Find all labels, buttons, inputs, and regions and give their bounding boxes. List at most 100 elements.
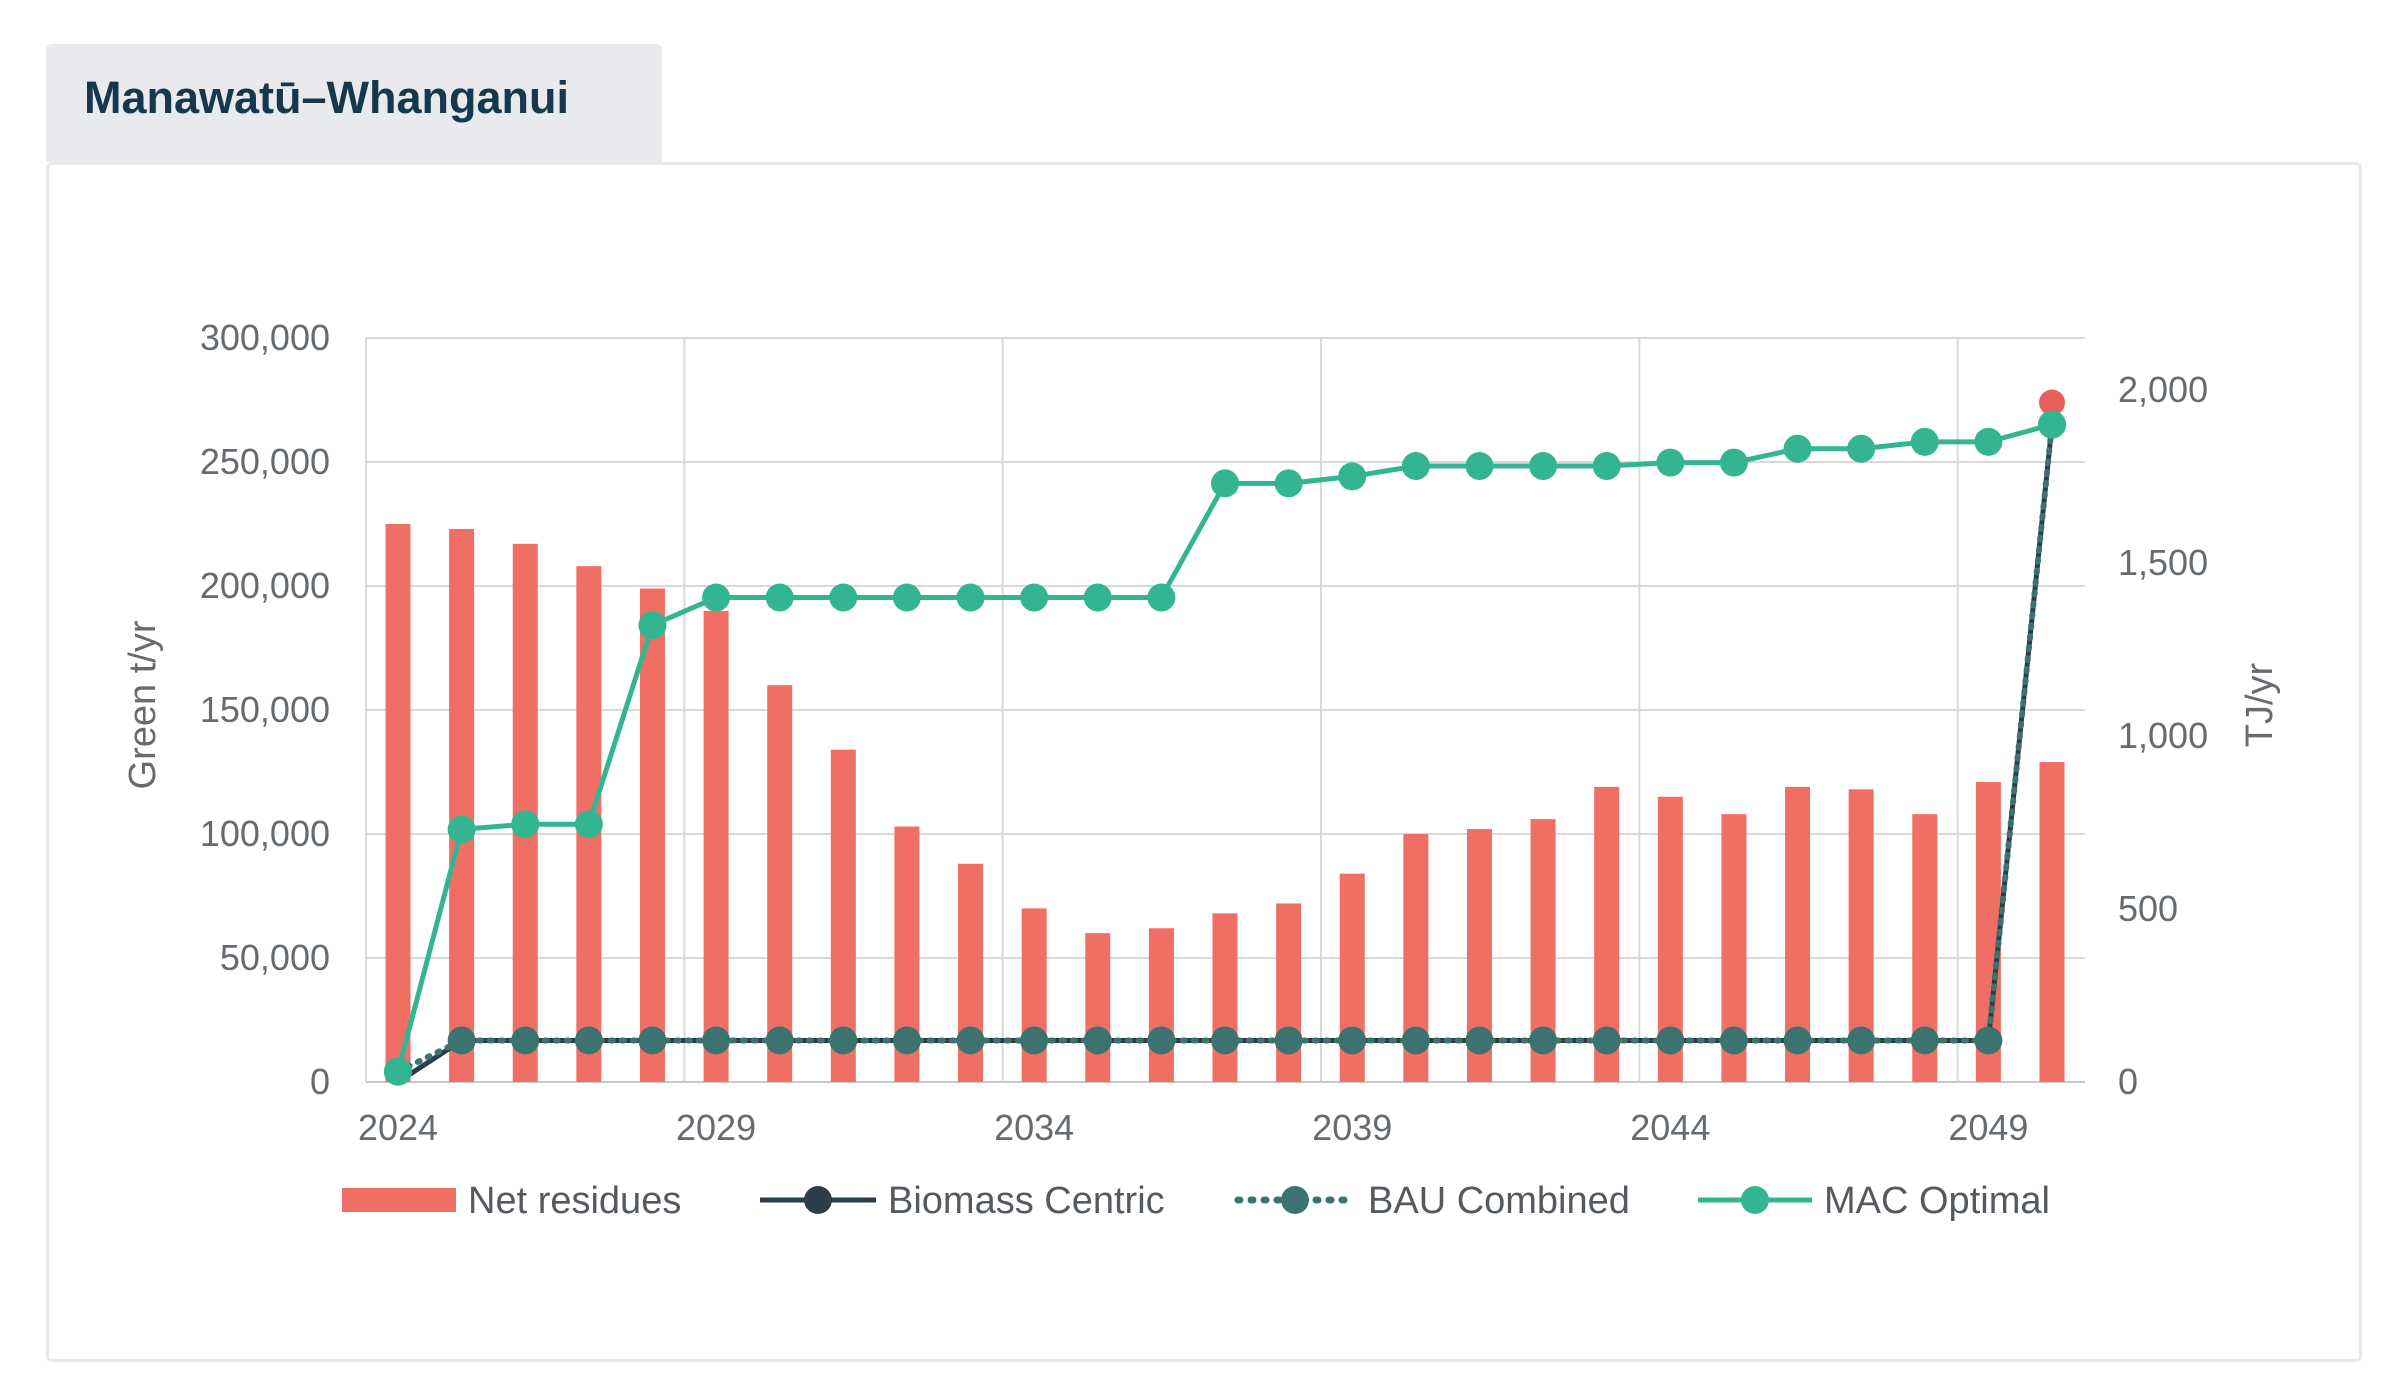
bau-combined-point	[829, 1026, 858, 1055]
bau-combined-point	[1974, 1026, 2003, 1055]
region-tab[interactable]: Manawatū–Whanganui	[46, 44, 662, 162]
legend-label-mac-optimal: MAC Optimal	[1824, 1180, 2050, 1222]
mac-optimal-point	[384, 1057, 412, 1086]
y-tick-left: 250,000	[200, 441, 330, 482]
bau-combined-point	[447, 1026, 476, 1055]
bar-net-residues	[1212, 913, 1238, 1082]
y-tick-left: 200,000	[200, 565, 330, 606]
mac-optimal-point	[574, 810, 603, 839]
bau-combined-point	[1338, 1026, 1367, 1055]
mac-optimal-point	[1211, 469, 1239, 498]
bau-combined-point	[511, 1026, 540, 1055]
bar-net-residues	[1085, 933, 1111, 1082]
mac-optimal-point	[2038, 410, 2066, 439]
mac-optimal-point	[829, 583, 858, 612]
bau-combined-point	[1783, 1026, 1812, 1055]
mac-optimal-point	[1338, 462, 1367, 491]
chart-panel	[46, 162, 2362, 1362]
y-tick-right: 2,000	[2118, 369, 2208, 410]
bau-combined-point	[1274, 1026, 1303, 1055]
region-title: Manawatū–Whanganui	[84, 72, 570, 123]
mac-optimal-point	[511, 810, 540, 839]
bau-combined-point	[892, 1026, 921, 1055]
y-tick-left: 150,000	[200, 689, 330, 730]
mac-optimal-point	[447, 815, 476, 844]
mac-optimal-point	[1274, 469, 1303, 498]
mac-optimal-point	[1020, 583, 1049, 612]
bar-net-residues	[2039, 762, 2065, 1082]
legend-swatch-net-residues	[342, 1188, 456, 1212]
y-axis-right-label: TJ/yr	[2239, 662, 2281, 747]
axis-ticks: 0 50,000 100,000 150,000 200,000 250,000 300,0…	[200, 317, 2208, 1148]
x-tick-label: 2044	[1630, 1107, 1710, 1148]
bau-combined-point	[1719, 1026, 1748, 1055]
bau-combined-point	[1529, 1026, 1558, 1055]
bar-net-residues	[639, 588, 665, 1082]
legend-marker-mac-optimal	[1741, 1186, 1769, 1214]
bau-combined-point	[1910, 1026, 1939, 1055]
bau-combined-point	[1083, 1026, 1112, 1055]
bau-combined-point	[1656, 1026, 1685, 1055]
bau-combined-point	[956, 1026, 985, 1055]
y-tick-left: 100,000	[200, 813, 330, 854]
mac-optimal-point	[638, 611, 667, 640]
bar-net-residues	[1276, 903, 1302, 1082]
y-tick-right: 0	[2118, 1061, 2138, 1102]
legend-label-net-residues: Net residues	[468, 1180, 681, 1222]
bau-combined-point	[1847, 1026, 1876, 1055]
x-tick-label: 2034	[994, 1107, 1074, 1148]
mac-optimal-point	[702, 583, 731, 612]
mac-optimal-point	[1910, 427, 1939, 456]
y-tick-right: 1,500	[2118, 542, 2208, 583]
series-lines	[384, 389, 2066, 1086]
bau-combined-point	[1592, 1026, 1621, 1055]
bau-combined-point	[1211, 1026, 1239, 1055]
bar-net-residues	[385, 524, 411, 1082]
legend-label-biomass-centric: Biomass Centric	[888, 1180, 1165, 1222]
legend-label-bau-combined: BAU Combined	[1368, 1180, 1630, 1222]
y-axis-left-label: Green t/yr	[122, 620, 164, 789]
mac-optimal-point	[1529, 452, 1558, 481]
last-point-marker	[2039, 389, 2065, 416]
bau-combined-point	[1465, 1026, 1494, 1055]
mac-optimal-point	[1083, 583, 1112, 612]
bau-combined-point	[702, 1026, 731, 1055]
y-tick-right: 1,000	[2118, 715, 2208, 756]
bar-net-residues	[703, 610, 729, 1082]
y-tick-left: 0	[310, 1061, 330, 1102]
x-tick-label: 2029	[676, 1107, 756, 1148]
legend-marker-biomass-centric	[804, 1186, 832, 1214]
mac-optimal-point	[1783, 434, 1812, 463]
y-tick-left: 50,000	[220, 937, 330, 978]
x-tick-label: 2039	[1312, 1107, 1392, 1148]
mac-optimal-point	[892, 583, 921, 612]
bar-net-residues	[767, 685, 793, 1082]
mac-optimal-point	[1401, 452, 1430, 481]
y-tick-left: 300,000	[200, 317, 330, 358]
mac-optimal-point	[1465, 452, 1494, 481]
x-tick-label: 2049	[1948, 1107, 2028, 1148]
bar-net-residues	[1148, 928, 1174, 1082]
legend-marker-bau-combined	[1281, 1186, 1309, 1214]
x-tick-label: 2024	[358, 1107, 438, 1148]
mac-optimal-point	[1719, 448, 1748, 477]
bau-combined-point	[1147, 1026, 1176, 1055]
bar-net-residues	[1021, 908, 1047, 1082]
mac-optimal-point	[1592, 452, 1621, 481]
bau-combined-point	[1401, 1026, 1430, 1055]
net-residues-bars	[385, 524, 2065, 1082]
bar-net-residues	[449, 528, 475, 1082]
mac-optimal-point	[765, 583, 794, 612]
bau-combined-point	[1020, 1026, 1049, 1055]
bau-combined-point	[765, 1026, 794, 1055]
bau-combined-point	[574, 1026, 603, 1055]
bau-combined-point	[638, 1026, 667, 1055]
mac-optimal-point	[1974, 427, 2003, 456]
mac-optimal-point	[1847, 434, 1876, 463]
y-tick-right: 500	[2118, 888, 2178, 929]
legend: Net residues Biomass Centric BAU Combined M…	[342, 1180, 2050, 1222]
mac-optimal-point	[956, 583, 985, 612]
mac-optimal-point	[1656, 448, 1685, 477]
mac-optimal-point	[1147, 583, 1176, 612]
